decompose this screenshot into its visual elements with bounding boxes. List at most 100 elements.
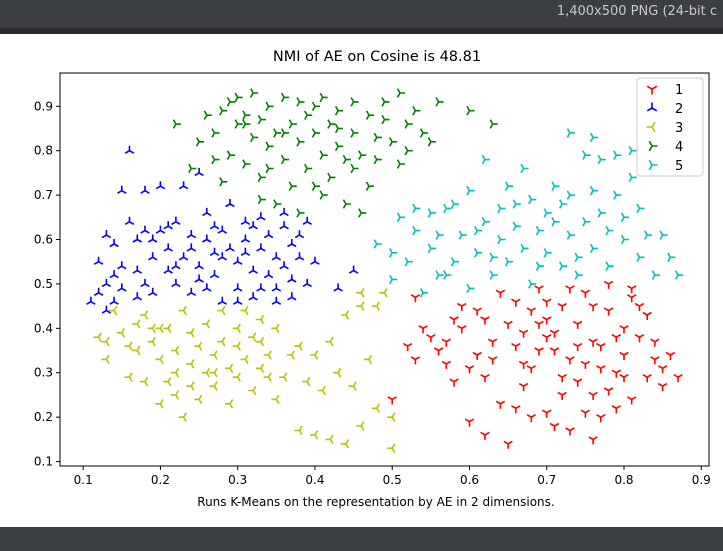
series-4-point (389, 137, 398, 147)
series-2-point (294, 252, 305, 261)
series-4-point (257, 194, 266, 205)
legend-box (636, 77, 704, 177)
series-4-point (296, 137, 305, 147)
series-1-point (619, 351, 629, 360)
series-3-point (109, 305, 118, 316)
series-1-point (541, 316, 552, 325)
series-5-point (458, 230, 467, 240)
series-5-point (443, 270, 452, 280)
series-3-point (186, 359, 195, 369)
series-1-point (642, 311, 652, 320)
series-5-point (589, 185, 599, 196)
legend-marker-4 (648, 140, 658, 152)
series-1-point (464, 365, 475, 374)
series-3-point (101, 354, 110, 365)
series-5-point (474, 248, 483, 258)
series-1-point (534, 285, 544, 294)
series-2-point (132, 234, 143, 243)
series-4-point (304, 163, 313, 174)
series-2-point (163, 221, 173, 230)
legend-label-1: 1 (675, 83, 683, 98)
series-2-point (117, 283, 127, 292)
series-2-point (256, 212, 266, 221)
series-5-point (443, 203, 452, 214)
series-4-point (296, 208, 305, 218)
series-1-point (495, 289, 506, 298)
series-4-point (327, 172, 336, 183)
series-5-point (512, 199, 521, 209)
series-1-point (626, 396, 637, 405)
series-5-point (435, 270, 444, 280)
series-4-point (203, 110, 212, 120)
series-5-point (582, 217, 591, 227)
series-4-point (350, 128, 359, 138)
series-3-point (232, 341, 241, 351)
series-4-point (311, 128, 320, 138)
legend-label-4: 4 (675, 140, 683, 155)
series-3-point (217, 336, 226, 347)
series-4-point (296, 97, 305, 107)
series-2-point (132, 292, 143, 301)
series-1-point (642, 374, 652, 383)
series-2-point (171, 278, 181, 288)
series-2-point (240, 234, 251, 243)
series-4-point (365, 110, 374, 120)
series-5-point (419, 288, 429, 298)
series-5-point (589, 243, 599, 254)
series-2-point (194, 274, 204, 283)
series-5-point (543, 248, 552, 258)
series-3-point (209, 367, 218, 378)
series-1-point (549, 422, 560, 431)
series-3-point (140, 310, 149, 320)
series-2-point (194, 167, 204, 177)
series-2-point (132, 265, 143, 274)
series-1-point (518, 382, 529, 392)
series-3-point (170, 345, 180, 356)
x-tick-label: 0.8 (614, 473, 633, 487)
series-5-point (636, 203, 645, 214)
series-3-point (255, 314, 265, 325)
series-1-point (565, 356, 575, 365)
series-2-point (263, 270, 274, 279)
x-tick-label: 0.6 (460, 473, 479, 487)
series-4-point (226, 97, 235, 107)
series-4-point (427, 137, 436, 147)
series-2-point (117, 185, 127, 194)
series-3-point (255, 336, 265, 347)
series-4-point (404, 119, 413, 129)
series-3-point (124, 372, 133, 382)
series-1-point (626, 294, 637, 303)
series-2-point (217, 252, 228, 261)
series-1-point (603, 280, 614, 289)
series-3-point (163, 376, 172, 387)
legend-label-2: 2 (675, 102, 683, 117)
series-2-point (155, 181, 166, 190)
series-1-point (526, 414, 537, 423)
series-1-point (503, 320, 513, 329)
series-5-point (427, 243, 436, 254)
series-1-point (410, 294, 421, 303)
x-tick-label: 0.3 (228, 473, 247, 487)
series-5-point (543, 208, 552, 218)
x-tick-label: 0.2 (151, 473, 170, 487)
series-5-point (613, 190, 622, 200)
x-tick-label: 0.9 (692, 473, 711, 487)
x-tick-label: 0.1 (74, 473, 93, 487)
series-3-point (209, 350, 218, 360)
series-5-point (574, 270, 583, 280)
series-4-point (188, 163, 197, 174)
series-3-point (240, 354, 249, 365)
series-2-point (147, 252, 158, 261)
series-2-point (124, 216, 135, 225)
series-4-point (226, 150, 235, 160)
series-4-point (373, 132, 382, 143)
series-1-point (526, 307, 537, 316)
series-3-point (294, 425, 303, 436)
series-4-point (435, 97, 444, 107)
series-2-point (294, 230, 305, 239)
series-1-point (619, 374, 629, 383)
series-3-point (371, 403, 380, 414)
series-4-point (250, 88, 259, 98)
series-4-point (489, 119, 498, 129)
series-1-point (572, 342, 583, 352)
